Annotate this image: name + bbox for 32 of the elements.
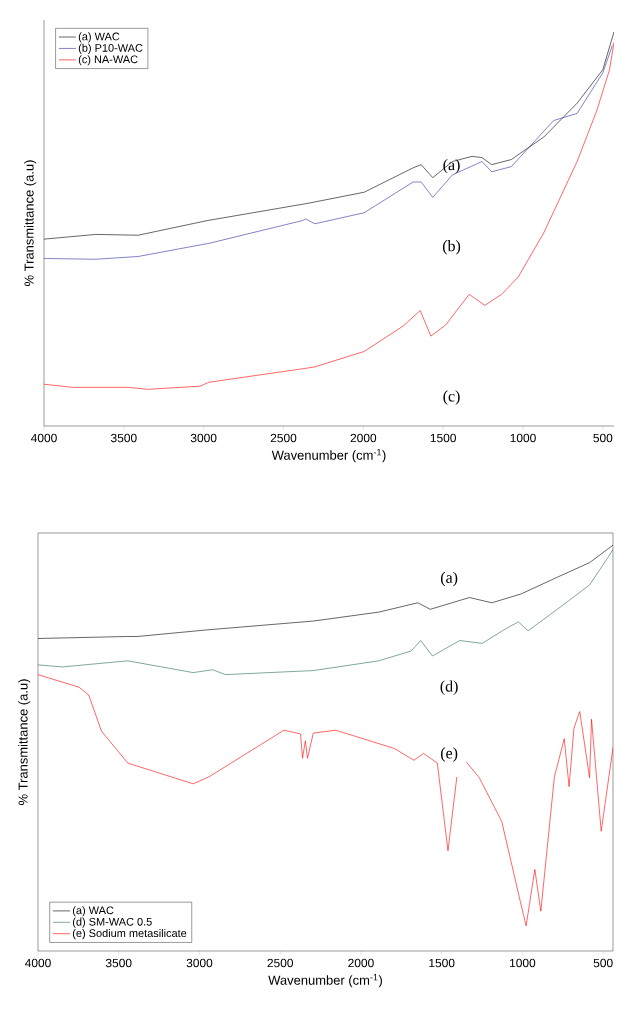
x-tick-label: 1500 (429, 958, 455, 968)
x-tick-label: 1500 (430, 433, 456, 443)
legend-label: (d) SM-WAC 0.5 (72, 917, 152, 928)
x-tick-label: 500 (593, 958, 613, 968)
x-tick-label: 1000 (510, 433, 536, 443)
annotation: (b) (442, 240, 461, 255)
x-tick-label: 2500 (267, 958, 294, 968)
annotation: (d) (440, 680, 458, 695)
x-tick-label: 3000 (190, 433, 217, 443)
x-axis-title: Wavenumber (cm$^{-1}$) (268, 974, 382, 988)
x-tick-label: 2000 (348, 958, 374, 968)
annotation: (a) (440, 571, 458, 587)
legend-label: (b) P10-WAC (78, 43, 143, 54)
annotation: (c) (443, 390, 460, 405)
y-axis-title: % Transmittance (a.u) (24, 160, 37, 286)
legend-label: (c) NA-WAC (78, 55, 138, 66)
x-tick-label: 4000 (24, 958, 51, 968)
annotation: (a) (443, 158, 460, 174)
x-tick-label: 3500 (105, 958, 132, 968)
legend-label: (a) WAC (72, 906, 114, 917)
x-tick-label: 1000 (510, 958, 536, 968)
x-tick-label: 4000 (30, 433, 57, 443)
x-tick-label: 3500 (110, 433, 137, 443)
x-tick-label: 500 (593, 433, 613, 443)
x-axis-title: Wavenumber (cm$^{-1}$) (271, 449, 386, 463)
y-axis-title: % Transmittance (a.u) (18, 679, 31, 805)
legend-label: (e) Sodium metasilicate (72, 929, 187, 940)
x-tick-label: 3000 (186, 958, 213, 968)
x-tick-label: 2000 (350, 433, 377, 443)
annotation: (e) (440, 747, 458, 762)
x-tick-label: 2500 (270, 433, 297, 443)
legend-label: (a) WAC (78, 32, 120, 43)
